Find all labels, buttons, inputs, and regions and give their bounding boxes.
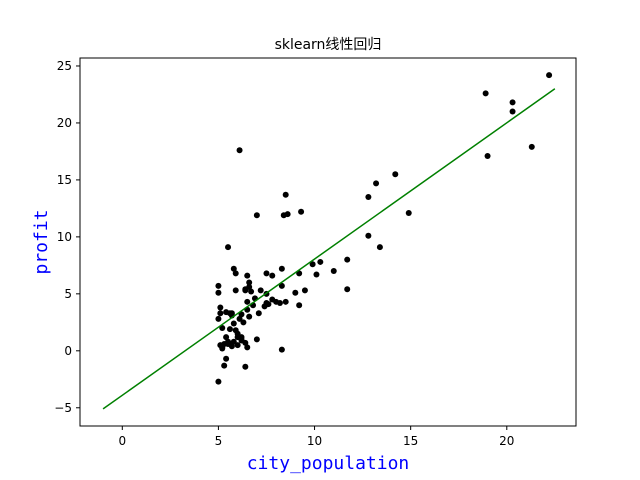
- data-point: [223, 355, 230, 362]
- data-point: [244, 298, 251, 305]
- data-point: [296, 302, 303, 309]
- data-point: [238, 311, 245, 318]
- data-point: [230, 265, 237, 272]
- data-point: [313, 271, 320, 278]
- data-point: [236, 315, 243, 322]
- data-point: [215, 289, 222, 296]
- chart-title: sklearn线性回归: [275, 36, 382, 53]
- data-point: [484, 152, 491, 159]
- data-point: [215, 282, 222, 289]
- data-point: [253, 212, 260, 219]
- data-point: [228, 343, 235, 350]
- data-point: [226, 326, 233, 333]
- x-tick-label: 10: [307, 434, 322, 448]
- data-point: [265, 301, 272, 308]
- data-point: [284, 211, 291, 218]
- x-axis: 0 5 10 15 20: [118, 426, 514, 448]
- data-point: [234, 342, 241, 349]
- data-point: [365, 232, 372, 239]
- y-tick-label: 5: [64, 287, 72, 301]
- x-axis-label: city_population: [247, 453, 410, 474]
- data-point: [482, 90, 489, 97]
- data-point: [376, 244, 383, 251]
- data-point: [392, 171, 399, 178]
- y-tick-label: 10: [57, 230, 72, 244]
- data-point: [344, 286, 351, 293]
- data-point: [225, 244, 232, 251]
- x-tick-label: 15: [403, 434, 418, 448]
- data-point: [509, 99, 516, 106]
- data-point: [236, 147, 243, 154]
- plot-area: [102, 72, 556, 410]
- data-point: [246, 313, 253, 320]
- data-point: [330, 268, 337, 275]
- data-point: [257, 287, 264, 294]
- data-point: [317, 258, 324, 265]
- y-tick-label: 25: [57, 59, 72, 73]
- data-point: [301, 287, 308, 294]
- data-point: [298, 208, 305, 215]
- data-point: [273, 298, 280, 305]
- data-point: [215, 378, 222, 385]
- data-point: [223, 334, 230, 341]
- data-point: [282, 191, 289, 198]
- data-point: [215, 315, 222, 322]
- data-point: [232, 270, 239, 277]
- data-point: [509, 108, 516, 115]
- data-point: [365, 193, 372, 200]
- data-point: [263, 270, 270, 277]
- data-point: [292, 289, 299, 296]
- data-point: [223, 309, 230, 316]
- data-point: [278, 265, 285, 272]
- data-point: [217, 310, 224, 317]
- data-point: [405, 209, 412, 216]
- data-point: [230, 320, 237, 327]
- data-point: [221, 362, 228, 369]
- data-point: [344, 256, 351, 263]
- x-tick-label: 5: [215, 434, 223, 448]
- data-point: [246, 284, 253, 291]
- data-point: [232, 287, 239, 294]
- data-point: [219, 325, 226, 332]
- data-point: [248, 288, 255, 295]
- data-point: [373, 180, 380, 187]
- data-point: [230, 338, 237, 345]
- y-axis: −5 0 5 10 15 20 25: [54, 59, 80, 415]
- data-point: [282, 298, 289, 305]
- data-point: [309, 261, 316, 268]
- data-point: [255, 310, 262, 317]
- regression-line: [102, 88, 556, 410]
- data-point: [219, 345, 226, 352]
- data-point: [546, 72, 553, 79]
- data-point: [244, 272, 251, 279]
- y-tick-label: 0: [64, 344, 72, 358]
- data-point: [242, 339, 249, 346]
- data-point: [240, 319, 247, 326]
- x-tick-label: 20: [499, 434, 514, 448]
- y-tick-label: 20: [57, 116, 72, 130]
- data-point: [278, 346, 285, 353]
- data-point: [242, 363, 249, 370]
- data-point: [225, 338, 232, 345]
- axes-frame: [79, 57, 577, 427]
- y-axis-label: profit: [31, 209, 52, 274]
- data-point: [217, 304, 224, 311]
- data-point: [278, 282, 285, 289]
- y-tick-label: 15: [57, 173, 72, 187]
- data-point: [269, 272, 276, 279]
- data-point: [253, 336, 260, 343]
- data-point: [528, 143, 535, 150]
- y-tick-label: −5: [54, 401, 72, 415]
- x-tick-label: 0: [118, 434, 126, 448]
- data-point: [244, 344, 251, 351]
- data-point: [246, 279, 253, 286]
